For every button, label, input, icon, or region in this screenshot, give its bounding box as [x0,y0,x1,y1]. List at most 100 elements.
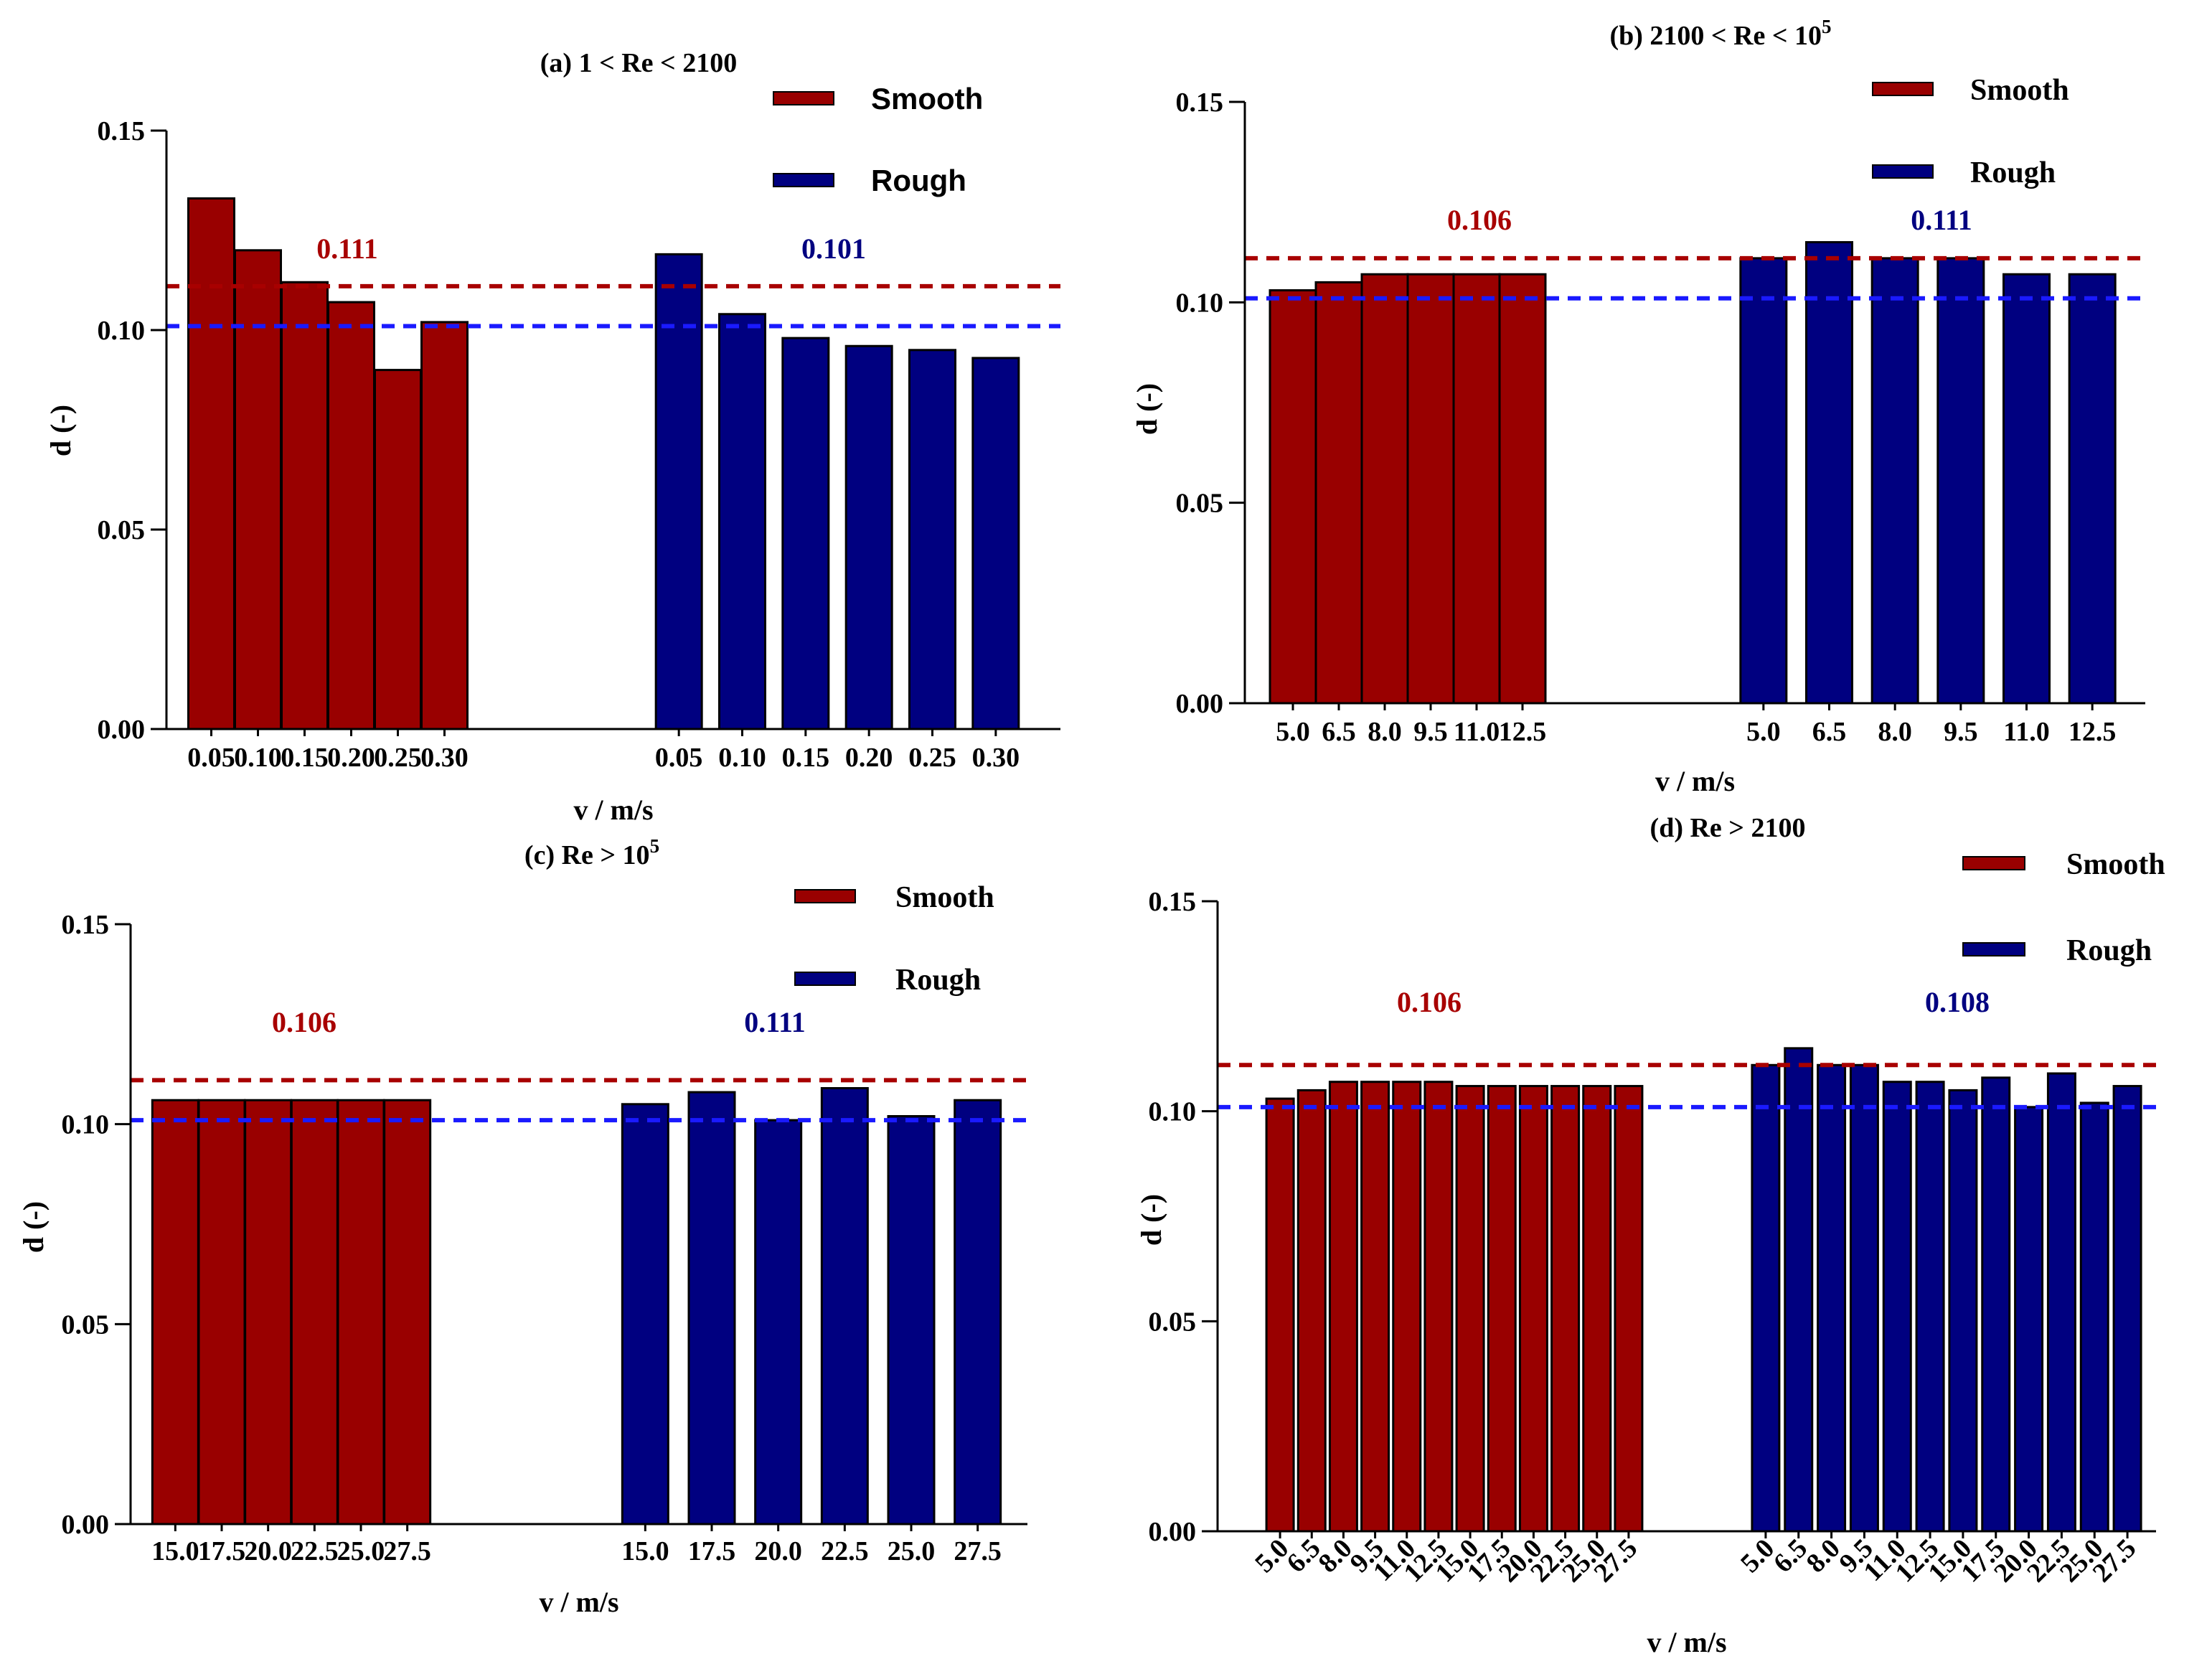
x-tick-label: 5.0 [1746,717,1781,747]
x-tick-label: 17.5 [198,1536,246,1566]
x-tick-label: 12.5 [1499,717,1547,747]
x-tick-label: 25.0 [888,1536,936,1566]
chart-title-text: (a) 1 < Re < 2100 [540,48,737,78]
legend-swatch-rough [1872,164,1934,179]
y-tick-label: 0.10 [1176,288,1224,318]
x-tick-label: 6.5 [1812,717,1847,747]
x-axis-label: v / m/s [1647,1626,1726,1658]
x-tick-label: 11.0 [1454,717,1500,747]
chart-panel-d: (d) Re > 21005.06.58.09.511.012.515.017.… [1135,813,2165,1658]
x-tick-label: 5.0 [1276,717,1310,747]
bar-smooth-8.0 [1328,1081,1358,1533]
x-tick-label: 20.0 [244,1536,292,1566]
chart-title-superscript: 5 [1822,16,1832,37]
y-tick-label: 0.05 [62,1310,110,1340]
x-axis-label: v / m/s [573,794,653,826]
bar-rough-0.15 [781,337,830,730]
bar-rough-15.0 [1948,1089,1978,1533]
bar-rough-20.0 [2014,1106,2044,1533]
bar-smooth-11.0 [1392,1081,1422,1533]
bar-smooth-11.0 [1452,273,1501,705]
bar-rough-5.0 [1751,1063,1781,1533]
legend-swatch-smooth [1962,856,2025,870]
legend: Smooth Rough [794,881,994,997]
bar-smooth-25.0 [336,1099,385,1526]
legend-label-smooth: Smooth [871,82,983,116]
bar-rough-12.5 [1915,1081,1945,1533]
x-tick-label: 0.10 [718,743,766,773]
bar-rough-0.25 [908,349,956,730]
bar-rough-17.5 [687,1091,736,1526]
bar-rough-27.5 [954,1099,1002,1526]
chart-title: (c) Re > 105 [524,835,659,870]
x-tick-label: 15.0 [151,1536,199,1566]
bar-smooth-25.0 [1582,1085,1612,1533]
x-tick-label: 22.5 [291,1536,339,1566]
bar-smooth-0.15 [281,281,329,730]
x-axis-label: v / m/s [539,1586,618,1618]
x-tick-label: 9.5 [1944,717,1978,747]
bar-smooth-17.5 [197,1099,246,1526]
x-axis-label: v / m/s [1655,765,1735,797]
x-tick-label: 0.15 [281,743,329,773]
bar-smooth-5.0 [1269,289,1317,705]
annotation-smooth: 0.106 [1447,204,1512,236]
bar-smooth-0.05 [187,197,235,730]
legend: Smooth Rough [1962,848,2165,967]
legend-swatch-smooth [794,889,856,903]
legend-label-smooth: Smooth [2066,848,2165,881]
bar-smooth-20.0 [1518,1085,1548,1533]
bar-rough-0.10 [718,313,766,730]
bar-smooth-0.30 [420,321,469,730]
y-axis-label: d (-) [17,1201,50,1253]
x-tick-label: 8.0 [1878,717,1912,747]
x-tick-label: 0.25 [908,743,956,773]
legend-swatch-smooth [1872,82,1934,96]
bar-rough-27.5 [2112,1085,2142,1533]
chart-title-text: (c) Re > 10 [524,840,650,870]
chart-title: (b) 2100 < Re < 105 [1609,16,1831,51]
x-tick-label: 27.5 [383,1536,431,1566]
bar-rough-6.5 [1784,1047,1814,1533]
legend: Smooth Rough [1872,74,2069,189]
bar-smooth-8.0 [1360,273,1409,705]
x-tick-label: 11.0 [2003,717,2049,747]
bar-rough-0.30 [971,357,1020,730]
bar-smooth-6.5 [1314,281,1363,705]
y-axis-label: d (-) [1135,1194,1167,1246]
x-tick-label: 8.0 [1368,717,1402,747]
annotation-smooth: 0.111 [316,232,378,265]
legend-label-rough: Rough [895,964,981,997]
x-tick-label: 25.0 [337,1536,385,1566]
annotation-smooth: 0.106 [1397,986,1462,1018]
y-tick-label: 0.00 [1176,689,1224,719]
x-tick-label: 0.30 [972,743,1020,773]
annotation-smooth: 0.106 [272,1006,336,1038]
x-tick-label: 0.05 [655,743,703,773]
legend-label-rough: Rough [1970,156,2056,189]
y-tick-label: 0.00 [1149,1517,1197,1547]
chart-title-text: (b) 2100 < Re < 10 [1609,21,1822,51]
bar-rough-0.20 [844,344,893,730]
x-tick-label: 0.20 [327,743,375,773]
x-tick-label: 0.05 [187,743,235,773]
y-tick-label: 0.00 [98,715,146,745]
chart-title-superscript: 5 [650,835,660,857]
x-tick-label: 12.5 [2069,717,2117,747]
legend-swatch-rough [1962,942,2025,956]
annotation-rough: 0.108 [1925,986,1990,1018]
bar-smooth-0.20 [327,301,375,730]
bar-smooth-9.5 [1360,1081,1390,1533]
x-tick-label: 9.5 [1413,717,1448,747]
bar-rough-9.5 [1849,1063,1879,1533]
legend-label-rough: Rough [2066,934,2152,967]
bar-rough-5.0 [1739,257,1788,705]
chart-title: (a) 1 < Re < 2100 [540,48,737,78]
y-tick-label: 0.15 [1149,887,1197,917]
y-tick-label: 0.05 [1149,1307,1197,1337]
bar-rough-11.0 [2002,273,2051,705]
bar-smooth-5.0 [1265,1097,1295,1533]
